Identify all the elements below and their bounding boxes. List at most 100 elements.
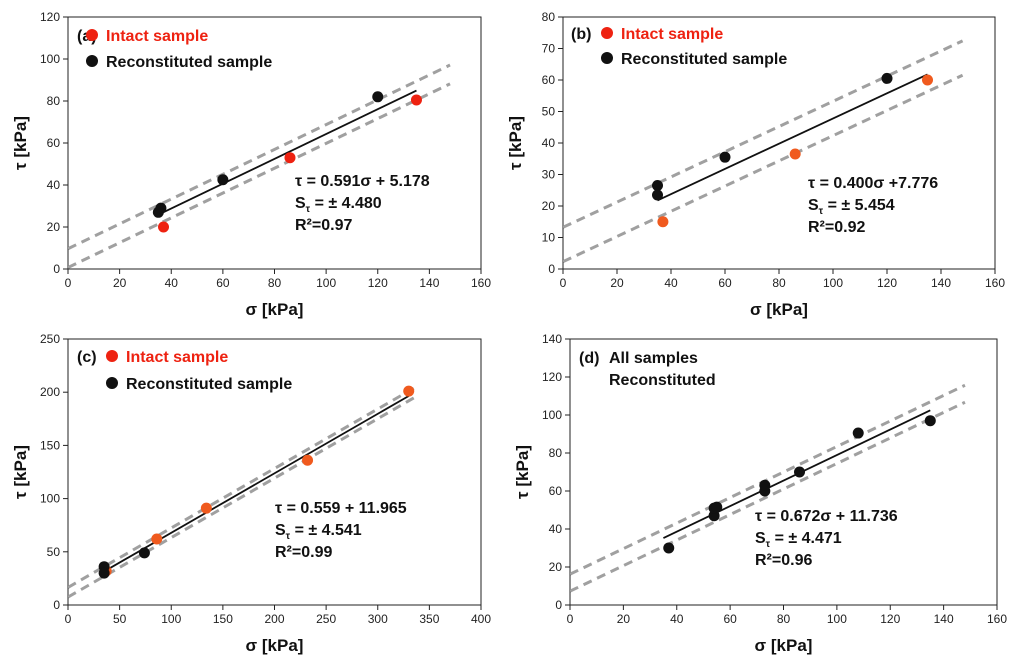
legend-label: Reconstituted sample xyxy=(621,51,787,68)
y-axis-label: τ [kPa] xyxy=(11,445,30,499)
std-error-symbol: S xyxy=(295,195,306,212)
band-lines xyxy=(68,385,418,599)
std-error-symbol: S xyxy=(755,530,766,547)
std-error: Sτ = ± 5.454 xyxy=(808,197,895,217)
y-tick-label: 80 xyxy=(47,94,61,108)
y-tick-label: 100 xyxy=(40,52,60,66)
y-axis-label: τ [kPa] xyxy=(513,445,532,499)
y-tick-label: 250 xyxy=(40,332,60,346)
x-tick-label: 120 xyxy=(880,612,900,626)
data-point xyxy=(794,466,806,478)
data-point xyxy=(924,415,936,427)
r-squared: R²=0.96 xyxy=(755,552,812,569)
data-point xyxy=(652,189,663,201)
data-point xyxy=(922,74,933,86)
fit-equation: τ = 0.672σ + 11.736 xyxy=(755,508,898,525)
fit-equation: τ = 0.400σ +7.776 xyxy=(808,175,938,192)
x-tick-label: 400 xyxy=(471,612,491,626)
y-tick-label: 40 xyxy=(47,178,61,192)
y-tick-label: 40 xyxy=(542,136,556,150)
fit-line xyxy=(657,73,928,202)
std-error-subscript: τ xyxy=(286,531,291,542)
upper-band-line xyxy=(68,63,451,251)
x-tick-label: 20 xyxy=(617,612,631,626)
std-error-symbol: S xyxy=(275,522,286,539)
data-point xyxy=(98,567,110,579)
y-tick-label: 80 xyxy=(549,446,563,460)
x-tick-label: 0 xyxy=(65,276,72,290)
std-error-subscript: τ xyxy=(766,539,771,550)
upper-band-line xyxy=(563,39,964,229)
legend-label: Intact sample xyxy=(621,26,723,43)
std-error: Sτ = ± 4.471 xyxy=(755,530,842,550)
r-squared: R²=0.99 xyxy=(275,544,332,561)
x-tick-label: 160 xyxy=(471,276,491,290)
data-point xyxy=(881,72,893,84)
data-point xyxy=(284,152,296,164)
band-lines xyxy=(68,63,451,269)
data-point xyxy=(372,91,384,103)
legend-marker xyxy=(601,52,613,64)
x-tick-label: 140 xyxy=(934,612,954,626)
legend-marker xyxy=(106,350,118,362)
y-tick-label: 60 xyxy=(549,484,563,498)
x-tick-label: 80 xyxy=(777,612,791,626)
chart-panel-3: 0 50 100 150 200 250 300 350 400 0 50 100 150 200 250 σ… xyxy=(11,332,491,655)
fit-equation: τ = 0.559 + 11.965 xyxy=(275,500,407,517)
panel-label: (d) xyxy=(579,350,599,367)
x-tick-label: 60 xyxy=(718,276,732,290)
y-tick-label: 50 xyxy=(47,545,61,559)
y-tick-label: 200 xyxy=(40,385,60,399)
data-point xyxy=(663,542,675,554)
r-squared: R²=0.92 xyxy=(808,219,865,236)
x-tick-label: 50 xyxy=(113,612,127,626)
y-tick-label: 60 xyxy=(47,136,61,150)
legend-label: Intact sample xyxy=(126,349,228,366)
std-error-symbol: S xyxy=(808,197,819,214)
x-tick-label: 40 xyxy=(670,612,684,626)
x-tick-label: 80 xyxy=(268,276,282,290)
x-tick-label: 100 xyxy=(161,612,181,626)
x-tick-label: 100 xyxy=(827,612,847,626)
legend-label: Intact sample xyxy=(106,28,208,45)
std-error-value: = ± 4.480 xyxy=(310,195,382,212)
x-tick-label: 100 xyxy=(316,276,336,290)
y-tick-label: 20 xyxy=(47,220,61,234)
x-tick-label: 250 xyxy=(316,612,336,626)
panel-label: (c) xyxy=(77,349,97,366)
std-error-value: = ± 4.541 xyxy=(290,522,362,539)
y-tick-label: 100 xyxy=(40,492,60,506)
x-tick-label: 20 xyxy=(113,276,127,290)
y-tick-label: 80 xyxy=(542,10,556,24)
chart-panel-1: 0 20 40 60 80 100 120 140 160 0 20 40 60 80 100 120 σ [k… xyxy=(11,10,491,319)
legend-marker xyxy=(106,377,118,389)
lower-band-line xyxy=(563,73,964,264)
legend-marker xyxy=(86,29,98,41)
fit-line xyxy=(157,89,417,216)
x-tick-label: 150 xyxy=(213,612,233,626)
data-point xyxy=(200,502,212,514)
x-tick-label: 160 xyxy=(987,612,1007,626)
legend-marker xyxy=(601,27,613,39)
x-tick-label: 120 xyxy=(368,276,388,290)
data-point xyxy=(719,151,731,163)
y-tick-label: 0 xyxy=(555,598,562,612)
std-error-subscript: τ xyxy=(306,204,311,215)
y-tick-label: 150 xyxy=(40,438,60,452)
y-tick-label: 30 xyxy=(542,168,556,182)
chart-panel-2: 0 20 40 60 80 100 120 140 160 0 10 20 30 40 50 60 70 80 σ … xyxy=(506,10,1005,319)
panel-label: (b) xyxy=(571,26,591,43)
data-point xyxy=(711,501,723,513)
x-axis-label: σ [kPa] xyxy=(755,636,813,655)
data-point xyxy=(302,454,314,466)
legend-label: Reconstituted sample xyxy=(106,54,272,71)
y-tick-label: 140 xyxy=(542,332,562,346)
x-axis-label: σ [kPa] xyxy=(246,636,304,655)
x-tick-label: 40 xyxy=(165,276,179,290)
data-point xyxy=(708,510,720,522)
y-axis-label: τ [kPa] xyxy=(11,116,30,170)
lower-band-line xyxy=(68,394,418,599)
data-point xyxy=(789,148,801,160)
